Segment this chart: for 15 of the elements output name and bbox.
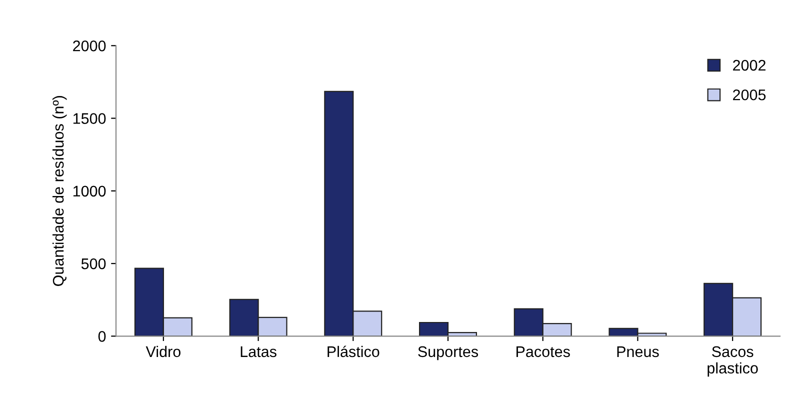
legend-label: 2002 (733, 60, 766, 71)
x-tick-label: Plástico (328, 346, 380, 358)
y-axis-title: Quantidade de resíduos (nº) (52, 96, 67, 286)
y-tick-label: 2000 (73, 40, 106, 52)
x-tick-label: Pneus (617, 346, 659, 358)
x-tick-label: Suportes (418, 346, 478, 360)
x-tick-label: Vidro (146, 346, 180, 358)
legend-label: 2005 (733, 89, 766, 100)
x-tick-label: Latas (240, 346, 276, 358)
x-tick-label: Pacotes (516, 346, 570, 358)
x-tick-label: Sacos plastico (708, 346, 758, 377)
y-tick-label: 0 (98, 331, 106, 342)
y-tick-label: 1000 (73, 186, 106, 197)
y-tick-label: 500 (81, 258, 106, 270)
y-tick-label: 1500 (73, 113, 106, 124)
